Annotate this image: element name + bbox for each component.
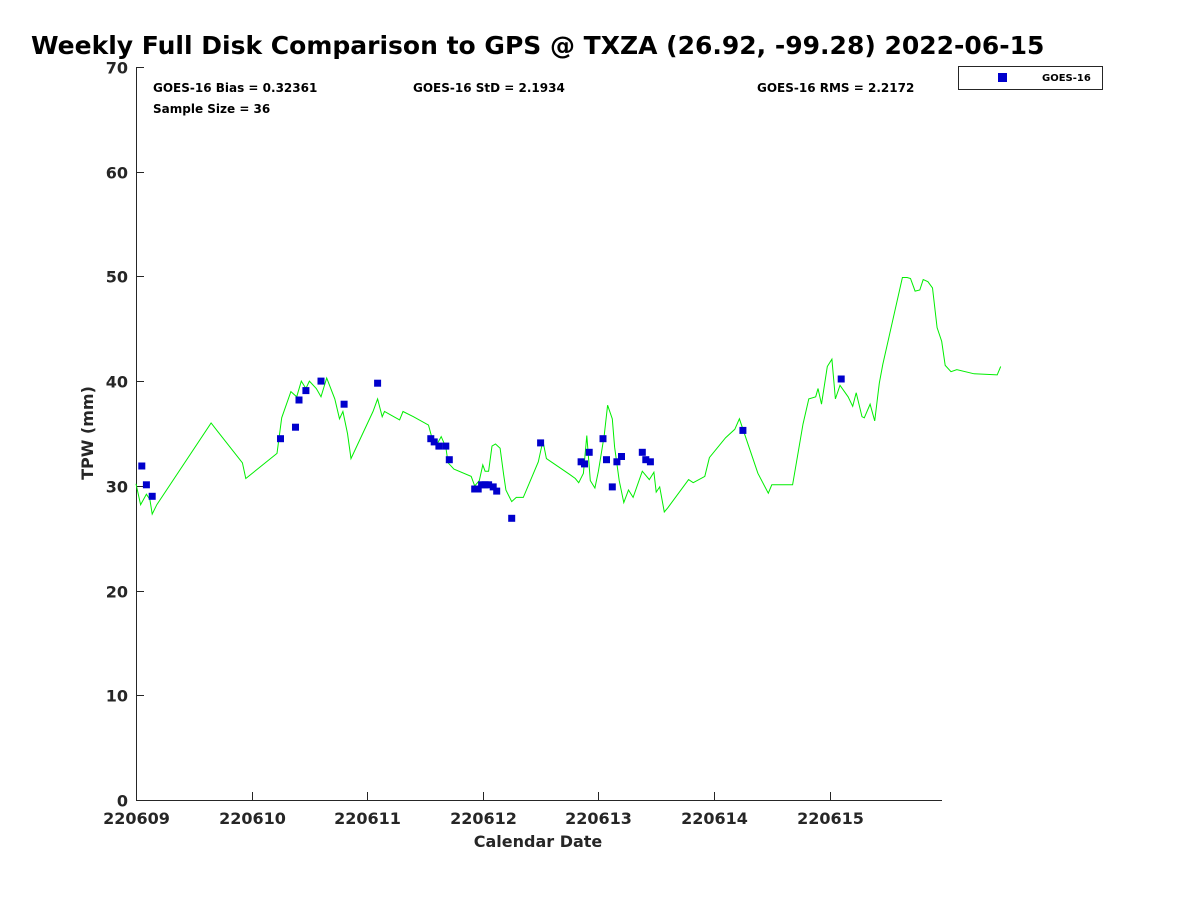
goes-16-point (508, 514, 516, 522)
goes-16-point (340, 400, 348, 408)
goes-16-point (608, 483, 616, 491)
stat-std: GOES-16 StD = 2.1934 (413, 81, 565, 95)
goes-16-point (537, 439, 545, 447)
gps-line (135, 277, 1002, 516)
legend-label-goes-16: GOES-16 (1042, 73, 1091, 84)
stats-block: GOES-16 Bias = 0.32361 GOES-16 StD = 2.1… (153, 81, 914, 116)
goes-16-point (277, 435, 284, 443)
goes-16-point (442, 442, 450, 450)
goes-16-point (317, 377, 325, 385)
goes-16-point (302, 387, 310, 395)
x-tick-label: 220615 (797, 809, 864, 828)
y-tick-label: 50 (106, 268, 128, 287)
gps-series-line (135, 277, 1002, 516)
goes-16-point (474, 485, 482, 493)
x-tick-label: 220613 (565, 809, 632, 828)
legend-box (958, 66, 1103, 90)
goes-16-point (292, 423, 299, 431)
goes-16-point (485, 481, 493, 489)
x-axis-label: Calendar Date (474, 832, 603, 851)
y-tick-label: 30 (106, 478, 128, 497)
y-tick-label: 10 (106, 687, 128, 706)
goes-16-point (599, 435, 607, 443)
goes-16-point (430, 438, 438, 446)
y-axis-label: TPW (mm) (78, 386, 97, 480)
y-tick-label: 60 (106, 164, 128, 183)
goes-16-point (638, 448, 646, 456)
y-tick-label: 40 (106, 373, 128, 392)
goes-16-point (603, 456, 610, 464)
x-tick-label: 220610 (219, 809, 286, 828)
x-tick-label: 220611 (334, 809, 401, 828)
y-tick-label: 70 (106, 59, 128, 78)
goes-16-point (585, 448, 593, 456)
goes-16-point (374, 379, 382, 387)
goes-16-point (148, 492, 156, 500)
stat-sample-size: Sample Size = 36 (153, 102, 270, 116)
stat-rms: GOES-16 RMS = 2.2172 (757, 81, 914, 95)
legend: GOES-16 (958, 66, 1103, 90)
goes-16-point (618, 453, 625, 460)
goes-16-point (493, 487, 501, 495)
y-tick-label: 0 (117, 792, 128, 811)
x-ticks: 220609 220610 220611 220612 220613 220614 2206… (103, 792, 864, 828)
goes-16-point (642, 456, 650, 464)
chart-title: Weekly Full Disk Comparison to GPS @ TXZ… (31, 31, 1044, 60)
goes-16-point (646, 458, 654, 466)
y-ticks: 0 10 20 30 40 50 60 70 (106, 59, 144, 811)
x-tick-label: 220614 (681, 809, 748, 828)
stat-bias: GOES-16 Bias = 0.32361 (153, 81, 317, 95)
goes-16-point (837, 375, 845, 383)
legend-marker-goes-16 (998, 73, 1007, 82)
goes-16-points (138, 375, 845, 522)
goes-16-point (138, 462, 146, 470)
goes-16-point (142, 481, 150, 489)
goes-16-point (739, 426, 747, 434)
x-tick-label: 220612 (450, 809, 517, 828)
x-tick-label: 220609 (103, 809, 170, 828)
goes-16-point (581, 460, 588, 468)
y-tick-label: 20 (106, 583, 128, 602)
goes-16-point (295, 396, 303, 404)
goes-16-point (613, 458, 621, 466)
goes-16-point (445, 456, 453, 464)
plot-area: 0 10 20 30 40 50 60 70 220609 220610 220611 220612… (103, 59, 1002, 828)
goes-16-point (489, 483, 497, 491)
goes-16-point (435, 442, 443, 450)
